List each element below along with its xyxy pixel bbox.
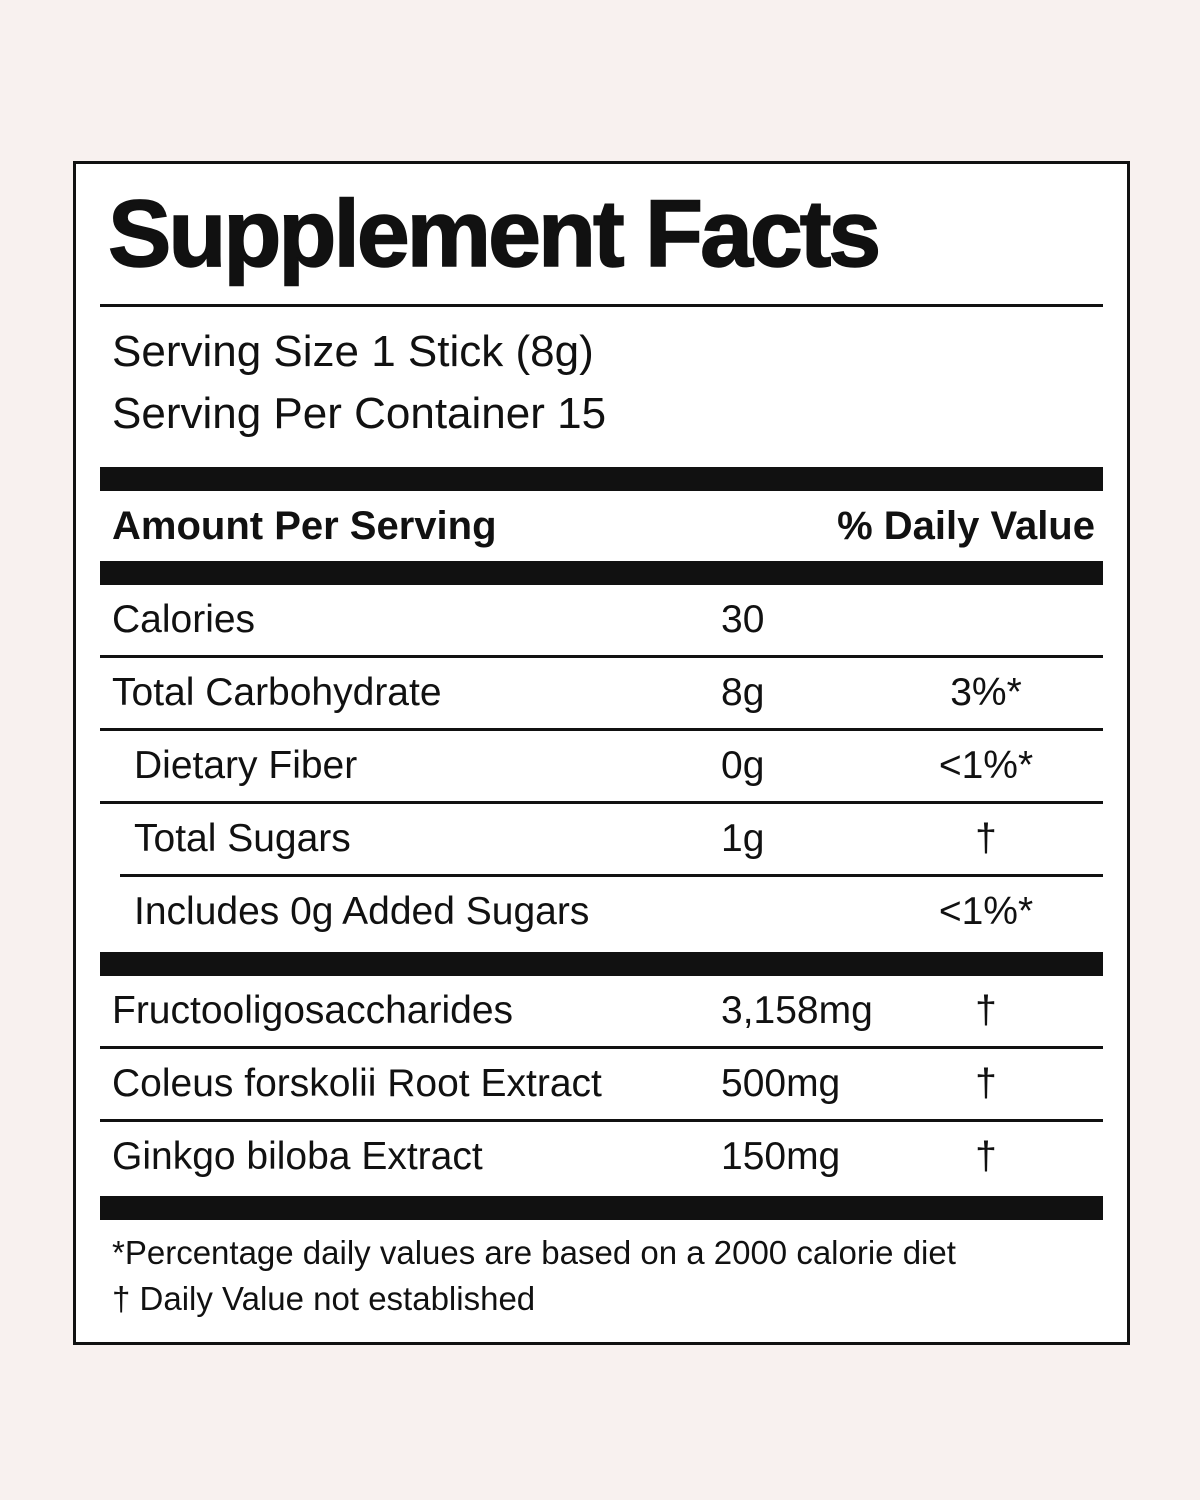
table-row-total-sugars: Total Sugars 1g †	[76, 804, 1127, 874]
row-divider	[100, 728, 1103, 731]
nutrient-amount: 8g	[721, 671, 765, 714]
serving-info: Serving Size 1 Stick (8g) Serving Per Co…	[76, 307, 1127, 445]
nutrient-name: Total Sugars	[134, 817, 351, 860]
table-row-calories: Calories 30	[76, 585, 1127, 655]
ingredient-amount: 500mg	[721, 1062, 841, 1105]
table-row-total-carbohydrate: Total Carbohydrate 8g 3%*	[76, 658, 1127, 728]
ingredient-name: Ginkgo biloba Extract	[112, 1135, 483, 1178]
ingredient-name: Coleus forskolii Root Extract	[112, 1062, 602, 1105]
ingredient-name: Fructooligosaccharides	[112, 989, 514, 1032]
nutrient-dv: 3%*	[950, 671, 1022, 714]
table-row-added-sugars: Includes 0g Added Sugars <1%*	[76, 877, 1127, 947]
nutrient-dv: †	[975, 817, 997, 860]
row-divider	[100, 1119, 1103, 1122]
nutrient-amount: 30	[721, 598, 765, 641]
panel-title: Supplement Facts	[107, 181, 882, 287]
servings-per-container-text: Serving Per Container 15	[112, 389, 607, 438]
title-divider	[100, 304, 1103, 307]
nutrient-name: Includes 0g Added Sugars	[134, 890, 590, 933]
amount-per-serving-header: Amount Per Serving	[112, 503, 497, 548]
thick-bar-top	[100, 467, 1103, 491]
nutrient-amount: 1g	[721, 817, 765, 860]
table-row-ginkgo-biloba: Ginkgo biloba Extract 150mg †	[76, 1122, 1127, 1192]
ingredient-amount: 3,158mg	[721, 989, 873, 1032]
nutrient-name: Calories	[112, 598, 256, 641]
serving-size-text: Serving Size 1 Stick (8g)	[112, 327, 594, 376]
thick-bar-middle	[100, 952, 1103, 976]
table-header: Amount Per Serving % Daily Value	[76, 491, 1127, 561]
ingredient-dv: †	[975, 1062, 997, 1105]
footnote-dagger: † Daily Value not established	[112, 1280, 536, 1317]
nutrient-amount: 0g	[721, 744, 765, 787]
nutrient-dv: <1%*	[938, 890, 1034, 933]
row-divider-inset	[120, 874, 1103, 877]
row-divider	[100, 655, 1103, 658]
row-divider	[100, 1046, 1103, 1049]
thick-bar-under-header	[100, 561, 1103, 585]
table-row-coleus-forskolii: Coleus forskolii Root Extract 500mg †	[76, 1049, 1127, 1119]
footnotes: *Percentage daily values are based on a …	[76, 1220, 1127, 1322]
table-row-fructooligosaccharides: Fructooligosaccharides 3,158mg †	[76, 976, 1127, 1046]
ingredient-dv: †	[975, 989, 997, 1032]
nutrient-name: Dietary Fiber	[134, 744, 358, 787]
supplement-facts-panel: Supplement Facts Serving Size 1 Stick (8…	[73, 161, 1130, 1345]
nutrient-dv: <1%*	[938, 744, 1034, 787]
footnote-daily-values: *Percentage daily values are based on a …	[112, 1234, 956, 1271]
nutrient-name: Total Carbohydrate	[112, 671, 442, 714]
ingredient-amount: 150mg	[721, 1135, 841, 1178]
daily-value-header: % Daily Value	[837, 503, 1095, 548]
thick-bar-bottom	[100, 1196, 1103, 1220]
table-row-dietary-fiber: Dietary Fiber 0g <1%*	[76, 731, 1127, 801]
ingredient-dv: †	[975, 1135, 997, 1178]
row-divider	[100, 801, 1103, 804]
